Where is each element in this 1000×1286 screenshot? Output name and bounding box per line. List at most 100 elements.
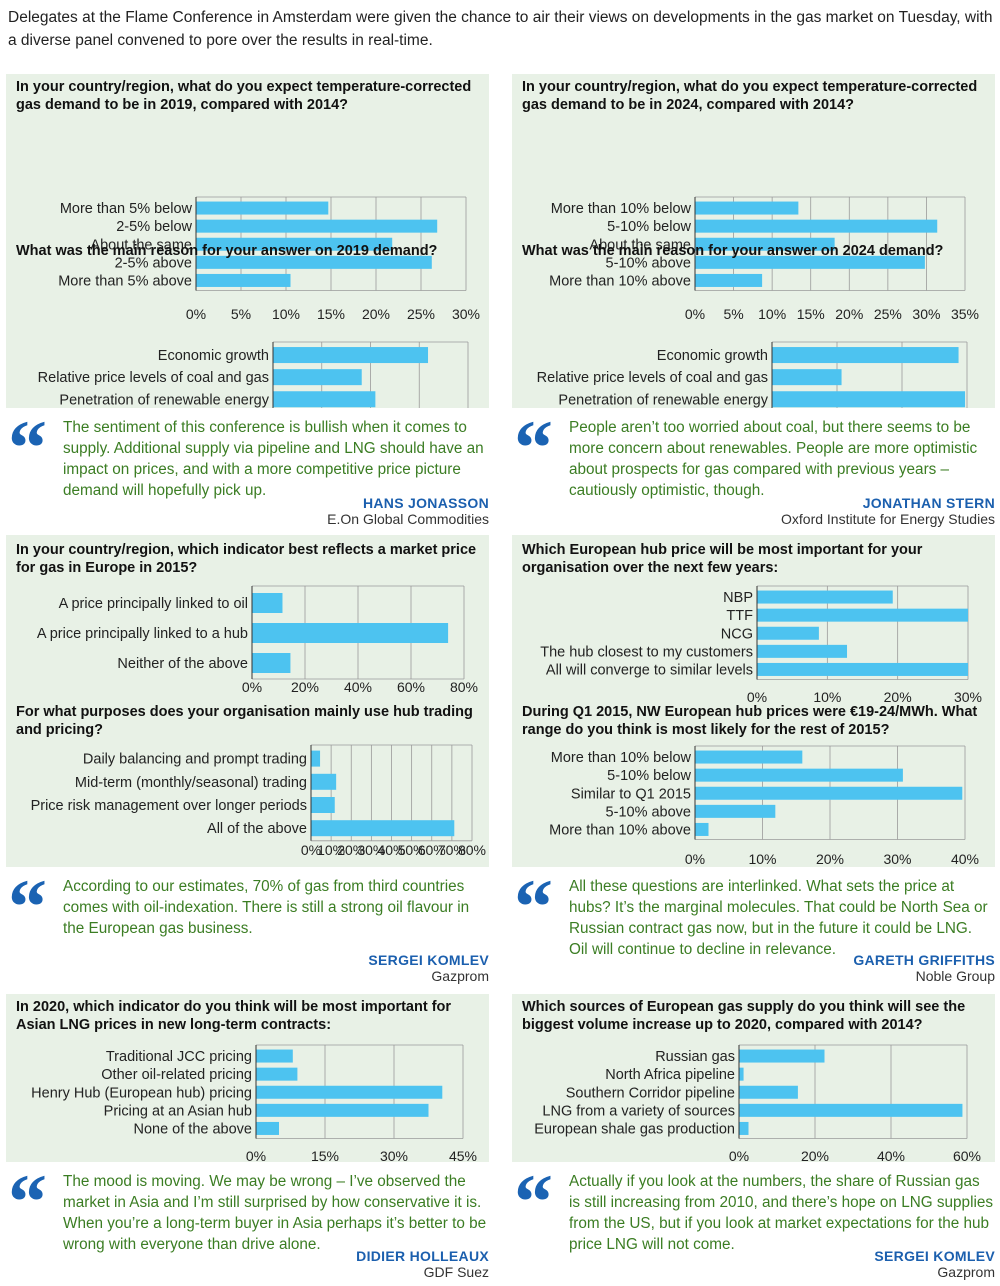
category-label: European shale gas production	[534, 1121, 735, 1137]
category-label: Economic growth	[158, 348, 269, 364]
survey-panel-supply-sources: Russian gas North Africa pipeline Southern…	[512, 994, 995, 1162]
bar	[273, 391, 376, 408]
tick-label: 15%	[317, 306, 345, 322]
quote-text: All these questions are interlinked. Wha…	[569, 878, 988, 958]
quote-organisation: Noble Group	[915, 968, 995, 984]
category-label: All of the above	[207, 821, 307, 837]
category-label: Price risk management over longer period…	[31, 798, 307, 814]
category-label: More than 10% above	[549, 822, 691, 838]
quote-hans-jonasson: “ The sentiment of this conference is bu…	[6, 409, 489, 528]
bar	[772, 347, 959, 364]
category-label: Southern Corridor pipeline	[566, 1085, 735, 1101]
bar	[196, 255, 432, 269]
survey-panel-asian-lng: Traditional JCC pricing Other oil-related…	[6, 994, 489, 1162]
bar	[256, 1049, 293, 1063]
category-label: NCG	[721, 626, 753, 642]
tick-label: 5%	[231, 306, 251, 322]
chart-title: What was the main reason for your answer…	[522, 243, 944, 259]
bar	[273, 369, 362, 386]
quote-mark-icon: “	[8, 404, 47, 491]
category-label: 2-5% above	[115, 255, 192, 271]
quote-mark-icon: “	[514, 863, 553, 950]
bar	[196, 273, 291, 287]
bar	[695, 750, 803, 764]
quote-jonathan-stern: “ People aren’t too worried about coal, …	[512, 409, 995, 528]
tick-label: 30%	[954, 689, 982, 705]
category-label: Henry Hub (European hub) pricing	[31, 1085, 252, 1101]
tick-label: 40%	[877, 1148, 905, 1162]
chart-reason-2024: Economic growth Relative price levels of …	[537, 341, 968, 408]
tick-label: 15%	[797, 306, 825, 322]
category-label: More than 5% below	[60, 201, 193, 217]
bar	[695, 201, 799, 215]
quote-organisation: Oxford Institute for Energy Studies	[781, 511, 995, 527]
bar	[256, 1103, 429, 1117]
chart-demand-2024: More than 10% below 5-10% below About the …	[549, 196, 979, 322]
tick-label: 60%	[397, 679, 425, 695]
category-label: Penetration of renewable energy	[558, 392, 768, 408]
category-label: Relative price levels of coal and gas	[537, 370, 768, 386]
category-label: Other oil-related pricing	[101, 1067, 252, 1083]
quote-mark-icon: “	[8, 1158, 47, 1245]
tick-label: 10%	[317, 842, 345, 858]
chart-hub-trading-purposes: Daily balancing and prompt trading Mid-te…	[31, 744, 486, 858]
quote-author: SERGEI KOMLEV	[874, 1248, 995, 1264]
tick-label: 70%	[438, 842, 466, 858]
chart-svg: NBP TTF NCG The hub closest to my customers…	[540, 585, 982, 867]
bar	[739, 1085, 798, 1099]
bar	[256, 1121, 279, 1135]
category-label: The hub closest to my customers	[540, 644, 753, 660]
category-label: LNG from a variety of sources	[542, 1103, 735, 1119]
category-label: A price principally linked to a hub	[37, 626, 248, 642]
tick-label: 10%	[748, 851, 776, 867]
quote-author: GARETH GRIFFITHS	[853, 952, 995, 968]
chart-title: During Q1 2015, NW European hub prices w…	[522, 704, 978, 738]
quote-sergei-komlev-1: “ According to our estimates, 70% of gas…	[6, 868, 489, 986]
bar	[757, 626, 819, 640]
chart-svg: More than 10% below 5-10% below About the …	[537, 196, 979, 408]
category-label: Relative price levels of coal and gas	[38, 370, 269, 386]
bar	[311, 797, 335, 813]
category-label: About the same	[589, 237, 691, 253]
tick-label: 0%	[186, 306, 206, 322]
quote-text: The sentiment of this conference is bull…	[63, 419, 484, 499]
bar	[757, 590, 893, 604]
bar	[739, 1103, 963, 1117]
tick-label: 25%	[874, 306, 902, 322]
category-label: About the same	[90, 237, 192, 253]
chart-title: Which sources of European gas supply do …	[522, 999, 966, 1033]
tick-label: 30%	[452, 306, 480, 322]
survey-panel-market-price-2015: A price principally linked to oil A price…	[6, 535, 489, 867]
category-label: More than 10% below	[551, 750, 692, 766]
quote-text: People aren’t too worried about coal, bu…	[569, 419, 978, 499]
chart-svg: Traditional JCC pricing Other oil-related…	[31, 1044, 477, 1162]
tick-label: 20%	[835, 306, 863, 322]
quote-mark-icon: “	[8, 863, 47, 950]
quote-organisation: Gazprom	[937, 1264, 995, 1280]
quote-author: SERGEI KOMLEV	[368, 952, 489, 968]
chart-title: Which European hub price will be most im…	[522, 542, 923, 576]
bar	[739, 1049, 825, 1063]
category-label: North Africa pipeline	[605, 1067, 735, 1083]
survey-panel-demand-2019: More than 5% below 2-5% below About the sa…	[6, 74, 489, 408]
quote-text: According to our estimates, 70% of gas f…	[63, 878, 470, 937]
bar	[695, 804, 776, 818]
category-label: TTF	[726, 608, 753, 624]
bar	[256, 1067, 298, 1081]
chart-price-range-2015: More than 10% below 5-10% below Similar to…	[549, 745, 979, 867]
quote-organisation: GDF Suez	[423, 1264, 489, 1280]
survey-panel-hub-prices: NBP TTF NCG The hub closest to my customers…	[512, 535, 995, 867]
category-label: Penetration of renewable energy	[59, 392, 269, 408]
tick-label: 50%	[398, 842, 426, 858]
chart-asian-lng-indicator: Traditional JCC pricing Other oil-related…	[31, 1044, 477, 1162]
tick-label: 0%	[729, 1148, 749, 1162]
category-label: More than 10% above	[549, 273, 691, 289]
chart-title: In your country/region, what do you expe…	[16, 79, 472, 113]
tick-label: 0%	[685, 306, 705, 322]
category-label: None of the above	[133, 1121, 252, 1137]
bar	[273, 347, 429, 364]
tick-label: 0%	[246, 1148, 266, 1162]
tick-label: 25%	[407, 306, 435, 322]
category-label: A price principally linked to oil	[59, 596, 248, 612]
tick-label: 0%	[242, 679, 262, 695]
